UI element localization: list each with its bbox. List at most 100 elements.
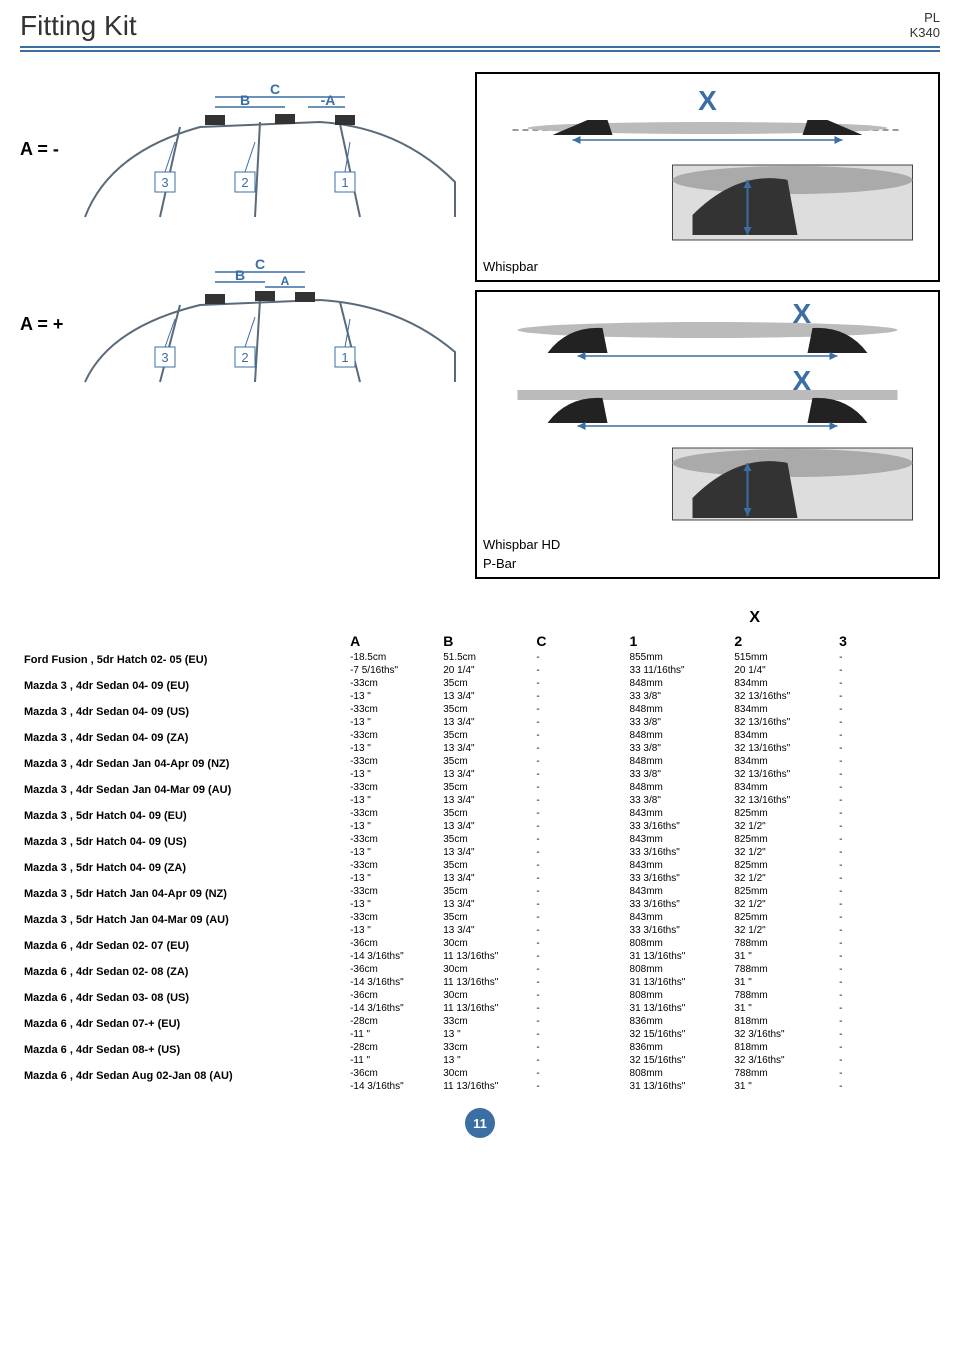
imperial-cell: - — [835, 1080, 940, 1093]
imperial-cell: -13 " — [346, 846, 439, 859]
imperial-cell: - — [835, 976, 940, 989]
imperial-cell: -11 " — [346, 1028, 439, 1041]
metric-cell: - — [532, 963, 625, 976]
page-title: Fitting Kit — [20, 10, 137, 42]
label-a-pos: A = + — [20, 314, 70, 335]
car-svg-neg: C B -A 3 2 1 — [80, 72, 460, 227]
metric-cell: 825mm — [730, 911, 835, 924]
metric-cell: - — [835, 729, 940, 742]
metric-cell: 35cm — [439, 677, 532, 690]
imperial-cell: 13 " — [439, 1054, 532, 1067]
imperial-cell: 31 13/16ths" — [626, 1002, 731, 1015]
metric-cell: 35cm — [439, 755, 532, 768]
imperial-cell: - — [835, 924, 940, 937]
metric-cell: 834mm — [730, 677, 835, 690]
model-cell: Mazda 3 , 5dr Hatch Jan 04-Apr 09 (NZ) — [20, 885, 346, 911]
page: Fitting Kit PL K340 A = - C B — [0, 0, 960, 1158]
imperial-cell: -13 " — [346, 768, 439, 781]
header-rule — [20, 50, 940, 52]
product-code: PL K340 — [910, 10, 940, 40]
imperial-cell: 32 13/16ths" — [730, 690, 835, 703]
imperial-cell: 31 13/16ths" — [626, 1080, 731, 1093]
imperial-cell: 33 3/8" — [626, 794, 731, 807]
model-cell: Mazda 6 , 4dr Sedan 03- 08 (US) — [20, 989, 346, 1015]
metric-cell: - — [835, 963, 940, 976]
imperial-cell: - — [835, 1054, 940, 1067]
imperial-cell: 13 3/4" — [439, 846, 532, 859]
metric-cell: -36cm — [346, 963, 439, 976]
metric-cell: - — [532, 755, 625, 768]
x-header: X — [20, 609, 940, 627]
metric-cell: - — [835, 807, 940, 820]
metric-cell: -36cm — [346, 937, 439, 950]
imperial-cell: - — [835, 872, 940, 885]
model-cell: Mazda 3 , 4dr Sedan 04- 09 (ZA) — [20, 729, 346, 755]
metric-cell: 818mm — [730, 1015, 835, 1028]
metric-cell: - — [835, 703, 940, 716]
imperial-cell: 32 13/16ths" — [730, 716, 835, 729]
imperial-cell: 33 3/8" — [626, 768, 731, 781]
metric-cell: - — [835, 885, 940, 898]
metric-cell: 848mm — [626, 781, 731, 794]
svg-text:C: C — [270, 81, 280, 97]
imperial-cell: -14 3/16ths" — [346, 1080, 439, 1093]
whispbar-hd-label: Whispbar HD — [483, 537, 932, 552]
svg-text:1: 1 — [341, 175, 348, 190]
imperial-cell: 32 3/16ths" — [730, 1028, 835, 1041]
imperial-cell: - — [532, 1054, 625, 1067]
metric-cell: 808mm — [626, 937, 731, 950]
fitment-table: A B C 1 2 3 Ford Fusion , 5dr Hatch 02- … — [20, 631, 940, 1093]
imperial-cell: -13 " — [346, 898, 439, 911]
table-row: Mazda 3 , 4dr Sedan 04- 09 (US)-33cm35cm… — [20, 703, 940, 716]
page-number: 11 — [465, 1108, 495, 1138]
imperial-cell: 11 13/16ths" — [439, 1080, 532, 1093]
metric-cell: 818mm — [730, 1041, 835, 1054]
table-row: Mazda 6 , 4dr Sedan Aug 02-Jan 08 (AU)-3… — [20, 1067, 940, 1080]
metric-cell: -36cm — [346, 989, 439, 1002]
metric-cell: 808mm — [626, 963, 731, 976]
imperial-cell: -14 3/16ths" — [346, 1002, 439, 1015]
imperial-cell: - — [532, 716, 625, 729]
imperial-cell: - — [532, 950, 625, 963]
metric-cell: 35cm — [439, 729, 532, 742]
imperial-cell: 13 3/4" — [439, 872, 532, 885]
imperial-cell: - — [835, 742, 940, 755]
imperial-cell: 32 1/2" — [730, 846, 835, 859]
imperial-cell: 20 1/4" — [439, 664, 532, 677]
model-cell: Mazda 6 , 4dr Sedan 02- 07 (EU) — [20, 937, 346, 963]
table-row: Mazda 3 , 5dr Hatch Jan 04-Apr 09 (NZ)-3… — [20, 885, 940, 898]
imperial-cell: 13 3/4" — [439, 716, 532, 729]
metric-cell: 35cm — [439, 911, 532, 924]
imperial-cell: -7 5/16ths" — [346, 664, 439, 677]
imperial-cell: - — [532, 846, 625, 859]
model-cell: Mazda 3 , 5dr Hatch 04- 09 (ZA) — [20, 859, 346, 885]
imperial-cell: 13 3/4" — [439, 690, 532, 703]
diagram-a-pos: A = + C B A 3 2 1 — [20, 257, 460, 392]
car-svg-pos: C B A 3 2 1 — [80, 257, 460, 392]
header: Fitting Kit PL K340 — [20, 10, 940, 48]
metric-cell: - — [835, 651, 940, 664]
imperial-cell: 33 3/8" — [626, 690, 731, 703]
imperial-cell: -13 " — [346, 690, 439, 703]
metric-cell: 30cm — [439, 963, 532, 976]
col-b: B — [439, 631, 532, 651]
imperial-cell: 13 3/4" — [439, 924, 532, 937]
imperial-cell: - — [532, 898, 625, 911]
imperial-cell: -13 " — [346, 872, 439, 885]
metric-cell: - — [532, 781, 625, 794]
metric-cell: -33cm — [346, 755, 439, 768]
metric-cell: 808mm — [626, 1067, 731, 1080]
svg-text:3: 3 — [161, 175, 168, 190]
imperial-cell: - — [835, 1028, 940, 1041]
imperial-cell: 13 3/4" — [439, 742, 532, 755]
metric-cell: 788mm — [730, 1067, 835, 1080]
col-1: 1 — [626, 631, 731, 651]
table-row: Mazda 3 , 4dr Sedan 04- 09 (EU)-33cm35cm… — [20, 677, 940, 690]
imperial-cell: - — [835, 950, 940, 963]
metric-cell: - — [532, 1067, 625, 1080]
metric-cell: 843mm — [626, 807, 731, 820]
metric-cell: -33cm — [346, 729, 439, 742]
metric-cell: -33cm — [346, 833, 439, 846]
svg-text:1: 1 — [341, 350, 348, 365]
imperial-cell: -13 " — [346, 742, 439, 755]
